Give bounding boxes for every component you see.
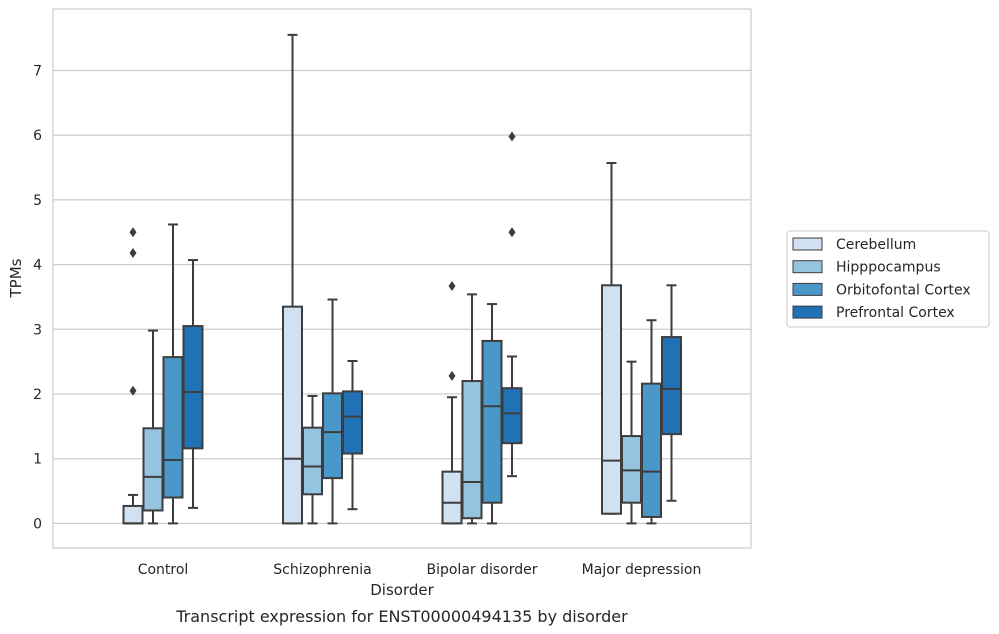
y-tick-label: 5: [33, 193, 42, 209]
legend-swatch: [792, 260, 823, 274]
y-tick-label: 7: [33, 63, 42, 79]
box-body: [661, 336, 682, 436]
legend-swatch: [792, 305, 823, 319]
box-cerebellum: [122, 227, 144, 525]
outlier-point: [448, 280, 456, 291]
y-tick-label: 1: [33, 452, 42, 468]
box-cerebellum: [601, 162, 622, 515]
box-body: [501, 387, 523, 445]
legend-label: Cerebellum: [836, 237, 916, 253]
chart-caption: Transcript expression for ENST0000049413…: [175, 607, 628, 626]
legend-frame: [786, 230, 990, 328]
legend: Cerebellum Hipppocampus Orbitofontal Corte…: [786, 230, 990, 328]
legend-label: Orbitofontal Cortex: [836, 282, 971, 298]
box-body: [641, 382, 662, 518]
box-hipppocampus: [461, 293, 483, 525]
box-body: [441, 470, 463, 525]
box-body: [461, 380, 483, 520]
outlier-point: [508, 227, 516, 238]
legend-label: Prefrontal Cortex: [836, 305, 955, 321]
outlier-point: [448, 370, 456, 381]
box-body: [122, 504, 144, 525]
box-hipppocampus: [302, 394, 323, 525]
y-tick-label: 0: [33, 516, 42, 532]
legend-swatch: [792, 237, 823, 251]
box-orbitofontal-cortex: [641, 319, 662, 525]
box-groups: [122, 33, 682, 525]
x-tick-labels: Control Schizophrenia Bipolar disorder Majo…: [138, 562, 702, 578]
box-body: [162, 356, 184, 499]
x-tick-label: Control: [138, 562, 189, 578]
outlier-point: [129, 385, 137, 396]
box-body: [481, 339, 503, 504]
outlier-point: [129, 227, 137, 238]
box-hipppocampus: [621, 360, 642, 525]
box-orbitofontal-cortex: [162, 223, 184, 525]
box-prefrontal-cortex: [501, 131, 523, 478]
box-body: [142, 427, 164, 512]
x-tick-label: Bipolar disorder: [426, 562, 537, 578]
plot-frame: [52, 8, 752, 549]
legend-swatch: [792, 282, 823, 296]
outlier-point: [508, 131, 516, 142]
box-body: [282, 305, 303, 525]
box-prefrontal-cortex: [661, 284, 682, 502]
legend-label: Hipppocampus: [836, 260, 941, 276]
y-tick-label: 3: [33, 322, 42, 338]
box-cerebellum: [282, 33, 303, 525]
box-prefrontal-cortex: [342, 360, 363, 511]
box-body: [302, 426, 323, 496]
outlier-point: [129, 247, 137, 258]
box-body: [342, 390, 363, 455]
box-body: [182, 325, 204, 450]
box-cerebellum: [441, 280, 463, 525]
x-tick-label: Schizophrenia: [273, 562, 371, 578]
y-tick-label: 4: [33, 258, 42, 274]
y-tick-labels: 0 1 2 3 4 5 6 7: [33, 63, 42, 532]
box-body: [322, 392, 343, 480]
y-tick-label: 6: [33, 128, 42, 144]
box-body: [601, 284, 622, 515]
x-tick-label: Major depression: [582, 562, 702, 578]
y-tick-label: 2: [33, 387, 42, 403]
x-axis-label: Disorder: [370, 581, 434, 599]
y-axis-label: TPMs: [7, 258, 25, 298]
box-prefrontal-cortex: [182, 259, 204, 509]
